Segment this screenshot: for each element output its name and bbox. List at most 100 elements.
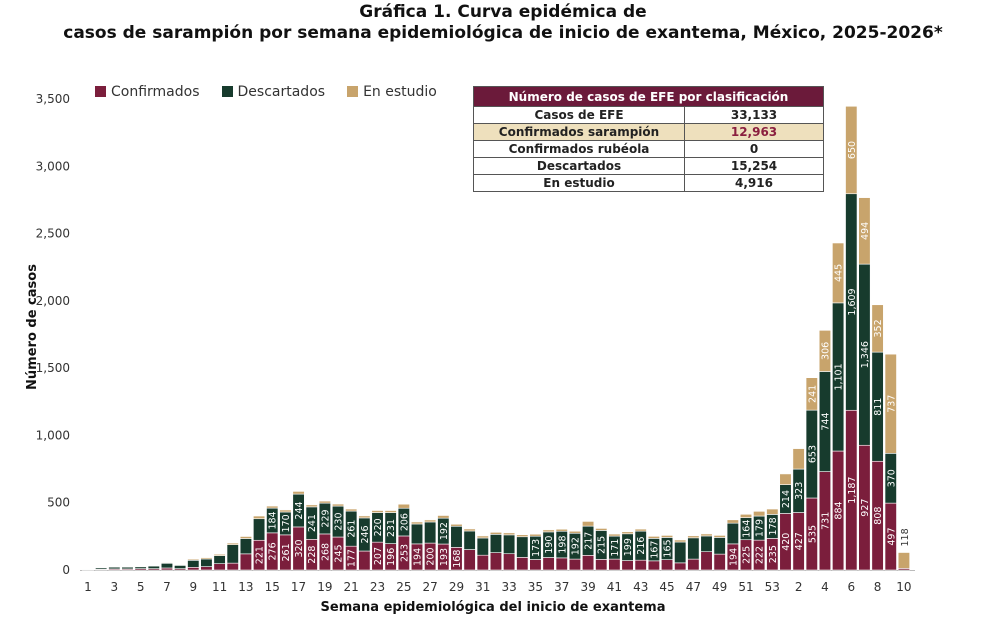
bar-value-label: 494 (860, 222, 871, 240)
x-tick-label: 23 (370, 580, 385, 594)
bar-value-label: 1,101 (834, 363, 845, 390)
bar-en-estudio (871, 304, 884, 353)
x-tick-label: 13 (238, 580, 253, 594)
bar-value-label: 927 (860, 499, 871, 517)
legend-swatch-descartados (221, 86, 233, 97)
row-value: 4,916 (684, 174, 824, 192)
bar-descartados (200, 558, 213, 567)
bar-en-estudio (647, 536, 660, 539)
bar-value-label: 168 (452, 550, 463, 568)
x-tick-label: 6 (847, 580, 855, 594)
bar-en-estudio (187, 558, 200, 561)
bar-confirmados (542, 557, 555, 571)
bar-value-label: 216 (636, 537, 647, 555)
bar-value-label: 165 (663, 539, 674, 557)
bar-en-estudio (397, 503, 410, 509)
bar-value-label: 230 (334, 512, 345, 530)
bar-descartados (160, 562, 174, 569)
bar-en-estudio (700, 533, 713, 537)
bar-en-estudio (134, 566, 147, 568)
bar-descartados (81, 569, 95, 571)
bar-en-estudio (410, 521, 424, 525)
bar-en-estudio (739, 513, 753, 518)
y-tick-label: 1,500 (36, 361, 70, 375)
bar-descartados (95, 567, 108, 570)
bar-descartados (726, 522, 739, 545)
bar-en-estudio (726, 519, 739, 524)
legend-label: Descartados (237, 84, 326, 100)
bar-descartados (476, 537, 489, 556)
bar-en-estudio (884, 353, 897, 454)
row-value: 15,254 (684, 157, 824, 175)
bar-descartados (674, 541, 687, 564)
legend-item-en-estudio: En estudio (347, 84, 437, 100)
bar-en-estudio (858, 197, 871, 265)
bar-confirmados (660, 559, 674, 571)
bar-value-label: 811 (873, 398, 884, 416)
bar-value-label: 1,609 (847, 288, 858, 315)
bar-confirmados (568, 558, 581, 571)
row-label: Descartados (473, 157, 685, 175)
bar-en-estudio (634, 528, 647, 532)
row-value: 33,133 (684, 106, 824, 124)
bar-value-label: 268 (320, 543, 331, 561)
bar-en-estudio (226, 542, 239, 546)
bar-en-estudio (555, 528, 568, 532)
bar-en-estudio (713, 535, 726, 538)
bar-value-label: 194 (413, 548, 424, 566)
bar-descartados (410, 523, 424, 545)
bar-en-estudio (595, 528, 608, 531)
y-tick-label: 3,000 (36, 159, 70, 173)
bar-en-estudio (305, 504, 318, 508)
x-tick-label: 43 (633, 580, 648, 594)
row-label: Confirmados rubéola (473, 140, 685, 158)
bar-value-label: 261 (347, 520, 358, 538)
x-tick-label: 49 (712, 580, 727, 594)
legend-swatch-en-estudio (347, 86, 359, 97)
summary-table: Número de casos de EFE por clasificación… (473, 86, 824, 192)
bar-confirmados (621, 560, 634, 571)
x-tick-label: 47 (686, 580, 701, 594)
bar-en-estudio (779, 473, 792, 485)
bar-value-label: 497 (886, 527, 897, 545)
bar-descartados (713, 537, 726, 555)
bar-descartados (147, 565, 160, 569)
bar-confirmados (476, 554, 489, 571)
x-tick-label: 29 (449, 580, 464, 594)
chart-title-line1: Gráfica 1. Curva epidémica de (359, 2, 647, 22)
bar-value-label: 1,187 (847, 477, 858, 504)
bar-value-label: 220 (373, 518, 384, 536)
bar-en-estudio (331, 503, 345, 507)
bar-value-label: 193 (439, 548, 450, 566)
bar-en-estudio (437, 515, 450, 519)
bar-en-estudio (121, 566, 134, 568)
y-tick-label: 2,000 (36, 294, 70, 308)
x-tick-label: 27 (423, 580, 438, 594)
bar-confirmados (187, 567, 200, 571)
bar-confirmados (200, 566, 213, 571)
bar-value-label: 244 (294, 501, 305, 519)
bar-descartados (239, 538, 252, 555)
x-tick-label: 21 (344, 580, 359, 594)
bar-en-estudio (897, 552, 910, 569)
bar-value-label: 276 (268, 542, 279, 560)
bar-value-label: 253 (399, 544, 410, 562)
table-row: En estudio 4,916 (473, 174, 824, 192)
bar-en-estudio (384, 510, 397, 513)
bar-confirmados (463, 549, 476, 571)
bar-value-label: 420 (781, 533, 792, 551)
bar-en-estudio (582, 521, 595, 527)
bar-value-label: 320 (294, 539, 305, 557)
x-axis-title: Semana epidemiológica del inicio de exan… (321, 600, 666, 615)
bar-value-label: 370 (886, 469, 897, 487)
legend-item-descartados: Descartados (221, 84, 326, 100)
bar-value-label: 167 (649, 541, 660, 559)
bar-value-label: 177 (347, 549, 358, 567)
bar-value-label: 884 (834, 501, 845, 519)
bar-en-estudio (345, 508, 358, 512)
x-tick-label: 41 (607, 580, 622, 594)
bar-value-label: 164 (742, 520, 753, 538)
bar-confirmados (516, 557, 529, 571)
bar-value-label: 184 (268, 511, 279, 529)
table-row: Confirmados sarampión 12,963 (473, 123, 824, 141)
